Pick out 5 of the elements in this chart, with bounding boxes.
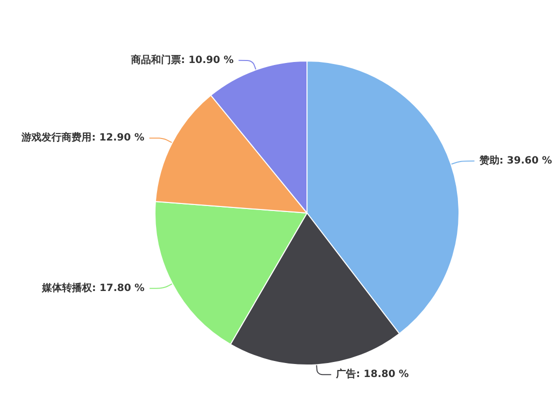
slice-label: 媒体转播权: 17.80 % (40, 282, 145, 294)
slice-label: 游戏发行商费用: 12.90 % (20, 132, 144, 144)
slice-label: 广告: 18.80 % (335, 368, 409, 380)
slice-label: 商品和门票: 10.90 % (130, 54, 234, 66)
slice-label: 赞助: 39.60 % (478, 154, 552, 167)
